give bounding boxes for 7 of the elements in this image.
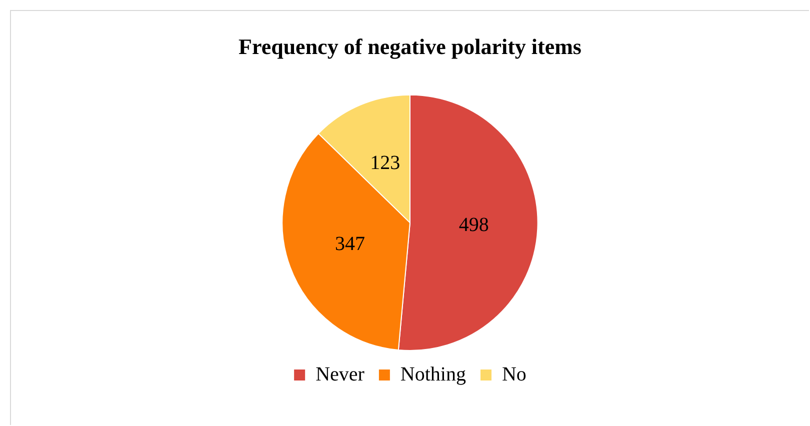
legend-label: Nothing (400, 363, 466, 386)
data-label: 498 (458, 214, 489, 236)
chart-title: Frequency of negative polarity items (238, 34, 582, 59)
data-label: 123 (370, 152, 400, 174)
legend-label: No (502, 363, 526, 386)
data-label: 347 (335, 233, 366, 256)
legend-label: Never (316, 363, 365, 386)
